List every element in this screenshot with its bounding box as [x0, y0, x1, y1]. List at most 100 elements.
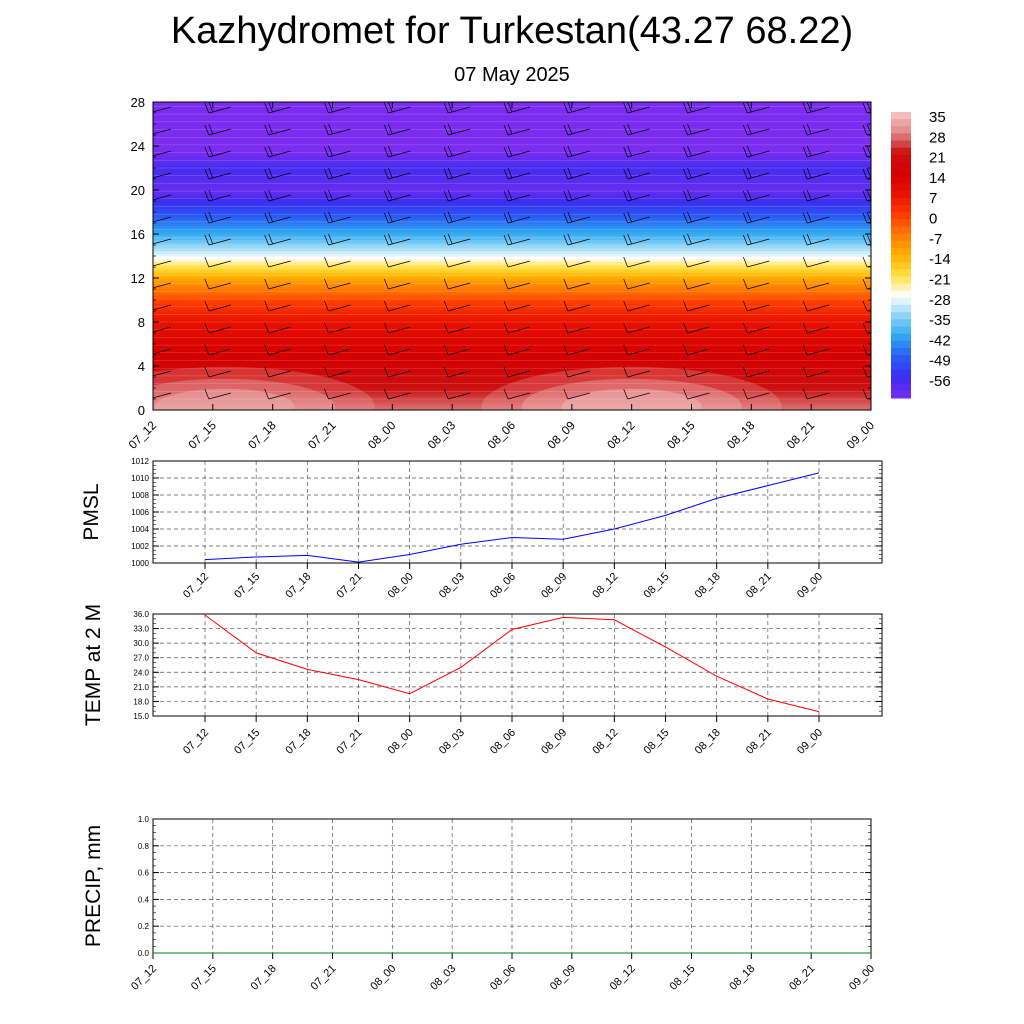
wind-barb-flag — [866, 102, 871, 113]
wind-barb-flag — [204, 190, 210, 202]
x-tick-label: 07_21 — [335, 727, 365, 757]
heat-band — [153, 322, 871, 326]
wind-barb-flag — [153, 155, 154, 156]
wind-barb — [204, 300, 231, 312]
heat-band — [153, 165, 871, 169]
heat-band — [153, 195, 871, 199]
wind-barb-flag — [204, 234, 210, 246]
wind-barb-staff — [153, 150, 172, 157]
wind-barb — [264, 366, 291, 378]
colorbar-label: -21 — [929, 271, 951, 288]
wind-barb-staff — [268, 282, 291, 290]
colorbar-swatch — [891, 255, 911, 263]
wind-barb — [802, 344, 830, 356]
wind-barb-flag — [743, 388, 748, 400]
x-tick-label: 07_12 — [129, 963, 159, 993]
wind-barb-flag — [623, 146, 628, 158]
heat-band — [153, 126, 871, 131]
heat-band — [153, 225, 871, 230]
colorbar-swatch — [891, 290, 911, 299]
wind-barb-flag — [153, 221, 154, 222]
wind-barb — [204, 322, 231, 334]
colorbar-swatch — [891, 183, 911, 192]
colorbar-swatch — [891, 319, 911, 327]
heat-band — [153, 313, 871, 318]
wind-barb-flag — [802, 124, 808, 136]
heat-band — [153, 115, 871, 120]
wind-barb-flag — [683, 278, 688, 290]
wind-barb-flag — [503, 300, 509, 312]
x-tick-label: 08_06 — [485, 418, 519, 452]
wind-barb-staff — [448, 260, 471, 268]
heat-band — [153, 162, 871, 166]
wind-barb — [683, 388, 710, 400]
wind-barb-staff — [153, 282, 172, 289]
wind-barb — [153, 194, 172, 201]
wind-barb — [384, 388, 411, 400]
wind-barb — [324, 167, 351, 180]
wind-barb-staff — [747, 392, 770, 400]
wind-barb — [384, 322, 411, 334]
heat-band — [153, 305, 871, 309]
wind-barb — [623, 167, 650, 180]
wind-barb-flag — [862, 300, 868, 312]
wind-barb-flag — [443, 168, 449, 180]
wind-barb-flag — [384, 322, 389, 334]
heat-band — [153, 294, 871, 298]
heat-band — [153, 338, 871, 342]
wind-barb-flag — [623, 212, 628, 224]
heat-band — [153, 379, 871, 384]
wind-barb — [623, 366, 650, 378]
wind-barb-flag — [328, 233, 333, 245]
x-tick-label: 08_21 — [784, 418, 818, 452]
y-tick-label: 1004 — [131, 525, 149, 534]
wind-barb — [204, 145, 231, 158]
x-tick-label: 08_15 — [642, 727, 672, 757]
wind-barb-flag — [268, 123, 273, 135]
wind-barb-flag — [687, 233, 692, 245]
wind-barb — [623, 211, 650, 224]
wind-barb — [683, 278, 710, 290]
wind-barb — [324, 388, 351, 400]
heat-band — [153, 245, 871, 249]
wind-barb — [153, 282, 172, 289]
x-tick-label: 08_21 — [744, 727, 774, 757]
wind-barb-staff — [268, 392, 291, 400]
wind-barb-flag — [388, 233, 393, 245]
wind-barb-flag — [384, 278, 389, 290]
wind-barb-staff — [268, 304, 291, 312]
wind-barb-flag — [145, 367, 149, 377]
wind-barb-flag — [683, 322, 688, 334]
wind-barb-staff — [268, 260, 291, 268]
colorbar-swatch — [891, 347, 911, 356]
wind-barb-flag — [743, 146, 748, 158]
wind-barb-flag — [443, 146, 449, 158]
wind-barb — [443, 300, 471, 312]
wind-barb — [384, 102, 411, 114]
wind-barb-flag — [567, 123, 573, 135]
wind-barb-flag — [145, 389, 149, 399]
wind-barb-flag — [623, 234, 628, 246]
wind-barb-flag — [623, 344, 628, 356]
wind-barb-flag — [145, 169, 149, 179]
wind-barb — [384, 344, 411, 356]
wind-barb-flag — [324, 366, 329, 378]
wind-barb-flag — [384, 300, 389, 312]
wind-barb — [264, 102, 291, 114]
colorbar-label: -42 — [929, 332, 951, 349]
wind-barb-flag — [683, 256, 688, 268]
heat-band — [153, 159, 871, 164]
wind-barb — [743, 123, 770, 136]
y-tick-label: 33.0 — [133, 625, 149, 634]
wind-barb — [443, 344, 471, 356]
heat-band — [153, 214, 871, 219]
wind-barb-flag — [806, 102, 812, 113]
wind-barb-flag — [747, 189, 752, 201]
x-tick-label: 07_15 — [185, 418, 219, 452]
warm-core-0 — [153, 378, 335, 410]
wind-barb — [802, 123, 830, 136]
wind-barb-flag — [743, 124, 748, 136]
colorbar-swatch — [891, 219, 911, 227]
x-tick-label: 08_12 — [590, 571, 620, 601]
